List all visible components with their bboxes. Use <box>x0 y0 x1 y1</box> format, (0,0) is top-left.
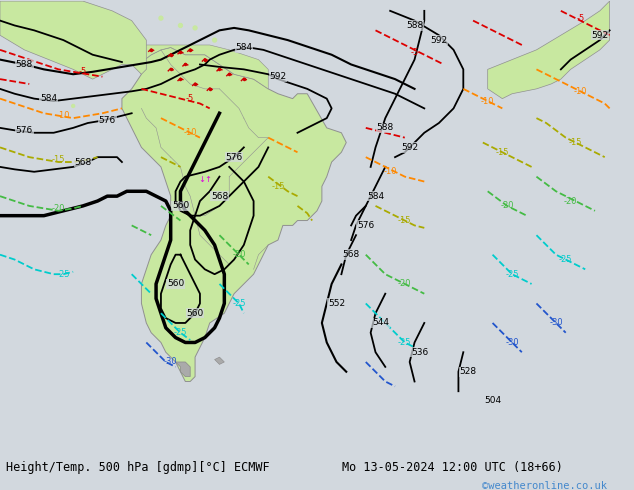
Text: -20: -20 <box>500 201 514 210</box>
Circle shape <box>212 38 217 42</box>
Circle shape <box>193 26 197 30</box>
Text: 560: 560 <box>186 309 204 318</box>
Polygon shape <box>176 362 190 377</box>
Text: 592: 592 <box>592 31 609 40</box>
Text: -10: -10 <box>574 87 587 96</box>
Text: -25: -25 <box>398 338 411 347</box>
Text: -25: -25 <box>232 299 246 308</box>
Text: 584: 584 <box>367 192 384 201</box>
Text: 560: 560 <box>172 201 189 210</box>
Text: 568: 568 <box>211 192 228 201</box>
Text: -5: -5 <box>79 67 87 76</box>
Text: -25: -25 <box>56 270 70 279</box>
Text: -30: -30 <box>549 318 563 327</box>
Text: -15: -15 <box>52 155 65 164</box>
Text: -30: -30 <box>164 358 178 367</box>
Text: 536: 536 <box>411 348 428 357</box>
Text: 568: 568 <box>342 250 359 259</box>
Text: -5: -5 <box>410 48 418 57</box>
Text: -25: -25 <box>174 328 187 337</box>
Text: -10: -10 <box>384 167 397 176</box>
Text: 576: 576 <box>99 116 116 125</box>
Circle shape <box>72 104 75 107</box>
Text: -15: -15 <box>569 138 582 147</box>
Text: 584: 584 <box>40 94 57 103</box>
Polygon shape <box>0 1 146 79</box>
Polygon shape <box>122 48 346 382</box>
Text: ↓↑: ↓↑ <box>198 174 212 184</box>
Polygon shape <box>488 1 610 98</box>
Text: 544: 544 <box>372 318 389 327</box>
Text: -20: -20 <box>232 250 246 259</box>
Circle shape <box>179 24 183 27</box>
Text: 588: 588 <box>377 123 394 132</box>
Text: 576: 576 <box>357 221 375 230</box>
Text: -20: -20 <box>564 196 578 205</box>
Text: 552: 552 <box>328 299 345 308</box>
Text: -15: -15 <box>271 182 285 191</box>
Text: -25: -25 <box>559 255 573 264</box>
Circle shape <box>159 16 163 20</box>
Text: 592: 592 <box>430 36 448 45</box>
Text: 568: 568 <box>74 157 91 167</box>
Polygon shape <box>132 45 268 89</box>
Text: 584: 584 <box>235 43 252 52</box>
Text: Height/Temp. 500 hPa [gdmp][°C] ECMWF: Height/Temp. 500 hPa [gdmp][°C] ECMWF <box>6 461 270 474</box>
Text: 588: 588 <box>16 60 33 69</box>
Text: 576: 576 <box>16 126 33 135</box>
Text: -15: -15 <box>496 148 509 157</box>
Text: 588: 588 <box>406 21 423 30</box>
Text: 576: 576 <box>226 153 243 162</box>
Text: -5: -5 <box>576 14 585 23</box>
Text: -15: -15 <box>398 216 411 225</box>
Text: ©weatheronline.co.uk: ©weatheronline.co.uk <box>482 481 607 490</box>
Text: -20: -20 <box>398 279 411 289</box>
Text: Mo 13-05-2024 12:00 UTC (18+66): Mo 13-05-2024 12:00 UTC (18+66) <box>342 461 563 474</box>
Text: 528: 528 <box>460 367 477 376</box>
Text: 592: 592 <box>401 143 418 152</box>
Text: 560: 560 <box>167 279 184 289</box>
Text: -5: -5 <box>186 94 195 103</box>
Text: -20: -20 <box>52 204 65 213</box>
Text: -25: -25 <box>505 270 519 279</box>
Text: -30: -30 <box>505 338 519 347</box>
Text: -10: -10 <box>481 97 495 105</box>
Text: -10: -10 <box>183 128 197 137</box>
Text: 592: 592 <box>269 72 287 81</box>
Text: 504: 504 <box>484 396 501 406</box>
Polygon shape <box>214 357 224 365</box>
Text: -10: -10 <box>56 111 70 120</box>
